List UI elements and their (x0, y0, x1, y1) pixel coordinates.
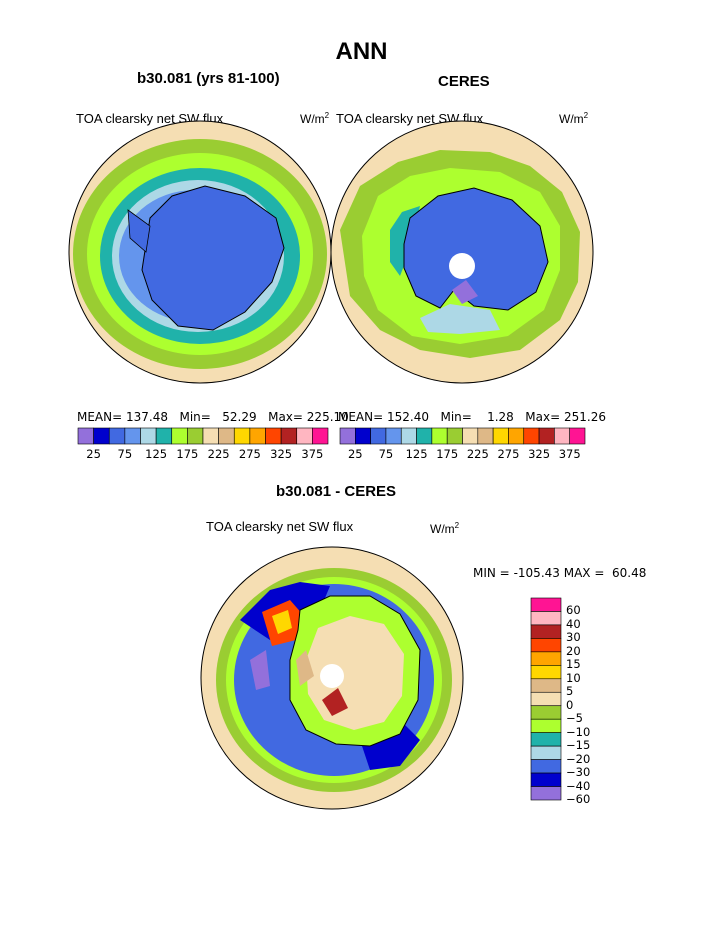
obs-case-title: CERES (438, 73, 490, 90)
model-colorbar-ticks: 25 75 125 175 225 275 325 375 (78, 445, 328, 461)
diff-variable-label: TOA clearsky net SW flux (206, 519, 354, 534)
colorbar-tick-label: 375 (301, 447, 324, 461)
diff-case-title: b30.081 - CERES (276, 483, 397, 500)
colorbar-box (530, 665, 562, 680)
colorbar-box (530, 651, 562, 666)
colorbar-box (530, 678, 562, 693)
colorbar-tick-label: 5 (566, 684, 574, 699)
colorbar-box (530, 638, 562, 653)
colorbar-box (530, 732, 562, 747)
colorbar-tick-label: 30 (566, 630, 581, 645)
colorbar-box (530, 759, 562, 774)
diff-minmax: MIN = -105.43 MAX = 60.48 (473, 566, 647, 580)
colorbar-box (530, 718, 562, 733)
colorbar-tick-label: −20 (566, 751, 591, 766)
colorbar-tick-label: 275 (497, 447, 520, 461)
diff-colorbar-ticks: 60 40 30 20 15 10 5 0 −5 −10 −15 −20 −30 −40 −60 (566, 598, 626, 806)
diff-colorbar (530, 597, 562, 801)
colorbar-tick-label: 20 (566, 643, 581, 658)
colorbar-box (530, 772, 562, 787)
colorbar-tick-label: 325 (528, 447, 551, 461)
colorbar-tick-label: −60 (566, 792, 591, 806)
colorbar-tick-label: 125 (405, 447, 428, 461)
colorbar-tick-label: 225 (466, 447, 489, 461)
colorbar-tick-label: 0 (566, 697, 574, 712)
colorbar-tick-label: 75 (117, 447, 133, 461)
colorbar-tick-label: 125 (145, 447, 168, 461)
diff-units: W/m2 (430, 521, 460, 536)
colorbar-box (569, 427, 586, 445)
colorbar-tick-label: 75 (378, 447, 394, 461)
colorbar-box (530, 745, 562, 760)
colorbar-tick-label: 275 (238, 447, 261, 461)
colorbar-tick-label: 375 (558, 447, 581, 461)
colorbar-tick-label: 25 (347, 447, 363, 461)
obs-colorbar-ticks: 25 75 125 175 225 275 325 375 (340, 445, 585, 461)
colorbar-box (530, 705, 562, 720)
colorbar-tick-label: 175 (176, 447, 199, 461)
colorbar-box (530, 624, 562, 639)
colorbar-tick-label: 60 (566, 603, 581, 618)
colorbar-tick-label: 40 (566, 616, 581, 631)
colorbar-tick-label: 175 (436, 447, 459, 461)
model-stats: MEAN= 137.48 Min= 52.29 Max= 225.10 (77, 410, 349, 424)
colorbar-tick-label: −15 (566, 738, 591, 753)
colorbar-box (312, 427, 329, 445)
model-case-title: b30.081 (yrs 81-100) (137, 70, 280, 87)
model-units: W/m2 (300, 111, 330, 126)
colorbar-box (530, 597, 562, 612)
colorbar-tick-label: −5 (566, 711, 583, 726)
obs-units: W/m2 (559, 111, 589, 126)
colorbar-tick-label: −30 (566, 765, 591, 780)
colorbar-tick-label: 15 (566, 657, 581, 672)
colorbar-tick-label: 325 (270, 447, 293, 461)
colorbar-tick-label: −10 (566, 724, 591, 739)
colorbar-tick-label: 25 (86, 447, 101, 461)
colorbar-box (530, 611, 562, 626)
colorbar-box (530, 691, 562, 707)
colorbar-box (530, 786, 562, 801)
page-title: ANN (335, 38, 388, 65)
model-colorbar (77, 427, 329, 445)
obs-stats: MEAN= 152.40 Min= 1.28 Max= 251.26 (338, 410, 606, 424)
obs-colorbar (339, 427, 586, 445)
colorbar-tick-label: 10 (566, 670, 581, 685)
colorbar-tick-label: −40 (566, 778, 591, 793)
colorbar-tick-label: 225 (207, 447, 230, 461)
